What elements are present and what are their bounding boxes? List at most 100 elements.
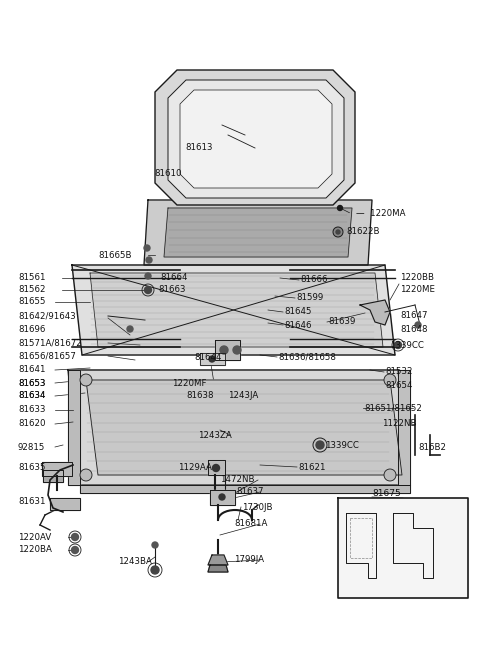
- Text: 81645: 81645: [284, 307, 312, 317]
- Text: 81638: 81638: [186, 392, 214, 401]
- Text: 81696: 81696: [18, 325, 46, 334]
- Polygon shape: [208, 565, 228, 572]
- Polygon shape: [210, 490, 235, 505]
- Text: 1339CC: 1339CC: [390, 340, 424, 350]
- Text: 1129AA: 1129AA: [178, 463, 212, 472]
- Text: 81665B: 81665B: [98, 250, 132, 260]
- PathPatch shape: [180, 90, 332, 188]
- Polygon shape: [208, 460, 225, 475]
- Text: 1220ME: 1220ME: [400, 286, 435, 294]
- Text: 81599: 81599: [296, 294, 323, 302]
- Circle shape: [151, 566, 159, 574]
- PathPatch shape: [155, 70, 355, 205]
- Text: 1243BA: 1243BA: [118, 558, 152, 566]
- Polygon shape: [72, 265, 395, 355]
- Circle shape: [80, 374, 92, 386]
- Text: 81664: 81664: [160, 273, 188, 283]
- Text: 81663: 81663: [158, 286, 185, 294]
- Circle shape: [336, 230, 340, 234]
- Circle shape: [395, 342, 401, 348]
- Polygon shape: [144, 200, 372, 265]
- Circle shape: [72, 533, 79, 541]
- Text: 81637: 81637: [236, 487, 264, 497]
- Circle shape: [384, 374, 396, 386]
- Text: 81613: 81613: [185, 143, 213, 152]
- Circle shape: [316, 441, 324, 449]
- Text: 81642/91643: 81642/91643: [18, 311, 76, 321]
- Circle shape: [220, 346, 228, 354]
- Text: 81641: 81641: [18, 365, 46, 374]
- Circle shape: [219, 494, 225, 500]
- Circle shape: [337, 206, 343, 210]
- Circle shape: [144, 286, 152, 294]
- Circle shape: [144, 245, 150, 251]
- Polygon shape: [68, 370, 80, 485]
- Text: 81651/81652: 81651/81652: [364, 403, 422, 413]
- Polygon shape: [50, 498, 80, 510]
- Polygon shape: [398, 370, 410, 485]
- Text: 81532: 81532: [385, 367, 412, 376]
- Circle shape: [72, 547, 79, 553]
- Circle shape: [213, 464, 219, 472]
- Text: 1122NB: 1122NB: [382, 420, 417, 428]
- Text: 81622B: 81622B: [346, 227, 380, 237]
- Text: 81648: 81648: [400, 325, 428, 334]
- Text: 81633: 81633: [18, 405, 46, 415]
- Text: 1220BB: 1220BB: [400, 273, 434, 283]
- Circle shape: [127, 326, 133, 332]
- Circle shape: [333, 227, 343, 237]
- Text: 1220MF: 1220MF: [172, 378, 206, 388]
- Text: —  1220MA: — 1220MA: [356, 210, 406, 219]
- Polygon shape: [90, 273, 383, 347]
- PathPatch shape: [168, 80, 344, 198]
- Circle shape: [384, 469, 396, 481]
- Text: 1339CC: 1339CC: [325, 440, 359, 449]
- Text: 1220AV: 1220AV: [18, 533, 51, 541]
- Text: 81653: 81653: [18, 378, 46, 388]
- Text: 1220BA: 1220BA: [18, 545, 52, 555]
- Text: 81610: 81610: [155, 170, 182, 179]
- Text: 81656/81657: 81656/81657: [18, 351, 76, 361]
- Text: 1472NB: 1472NB: [220, 476, 254, 484]
- Polygon shape: [208, 555, 228, 565]
- Text: 1730JB: 1730JB: [242, 503, 273, 512]
- Polygon shape: [80, 485, 410, 493]
- Text: 81561: 81561: [18, 273, 46, 283]
- Text: 81675: 81675: [372, 489, 401, 499]
- Text: 816B2: 816B2: [418, 443, 446, 451]
- Text: 81647: 81647: [400, 311, 428, 321]
- Polygon shape: [86, 380, 402, 475]
- Text: 81654: 81654: [385, 382, 412, 390]
- Text: 81655: 81655: [18, 298, 46, 307]
- Polygon shape: [68, 370, 410, 485]
- Text: 81636/81658: 81636/81658: [278, 353, 336, 361]
- Circle shape: [146, 257, 152, 263]
- Circle shape: [209, 356, 215, 362]
- Text: 81639: 81639: [328, 317, 355, 327]
- Text: 81653: 81653: [18, 378, 46, 388]
- Circle shape: [80, 469, 92, 481]
- Text: 81666: 81666: [300, 275, 327, 284]
- Polygon shape: [42, 462, 72, 476]
- Text: 81646: 81646: [284, 321, 312, 330]
- Text: 81634: 81634: [18, 392, 46, 401]
- Polygon shape: [43, 470, 63, 482]
- Text: 81634: 81634: [18, 392, 46, 401]
- Text: 92815: 92815: [18, 443, 46, 451]
- Circle shape: [145, 273, 151, 279]
- Polygon shape: [338, 498, 468, 598]
- Circle shape: [152, 542, 158, 548]
- Polygon shape: [360, 300, 390, 325]
- Text: 1243ZA: 1243ZA: [198, 430, 232, 440]
- Text: 1799JA: 1799JA: [234, 556, 264, 564]
- Text: 81681A: 81681A: [234, 520, 267, 528]
- Text: 81644: 81644: [194, 353, 221, 363]
- Text: 81620: 81620: [18, 420, 46, 428]
- Text: 81635: 81635: [18, 463, 46, 472]
- Text: 1243JA: 1243JA: [228, 392, 258, 401]
- Circle shape: [233, 346, 241, 354]
- Text: 81562: 81562: [18, 286, 46, 294]
- Polygon shape: [164, 208, 352, 257]
- Text: 81571A/81672: 81571A/81672: [18, 338, 82, 348]
- Text: 81631: 81631: [18, 497, 46, 507]
